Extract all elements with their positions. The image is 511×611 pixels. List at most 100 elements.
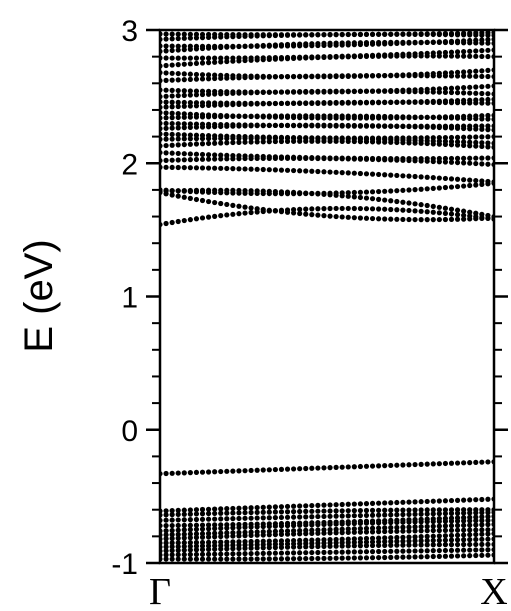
band-point — [369, 507, 376, 513]
band-point — [485, 514, 491, 520]
band-point — [321, 42, 327, 48]
band-point — [254, 122, 260, 128]
band-point — [430, 523, 436, 529]
band-point — [254, 556, 260, 562]
band-point — [473, 459, 479, 465]
band-point — [321, 135, 327, 141]
band-point — [454, 69, 461, 75]
band-point — [327, 502, 333, 508]
band-point — [284, 550, 291, 556]
band-point — [187, 132, 193, 138]
band-point — [163, 164, 169, 170]
band-point — [205, 189, 212, 195]
band-point — [224, 100, 230, 106]
band-point — [394, 534, 400, 541]
band-point — [479, 531, 485, 537]
band-point — [442, 205, 449, 211]
band-point — [236, 43, 242, 49]
band-point — [303, 190, 309, 197]
band-point — [303, 503, 309, 509]
band-point — [175, 31, 181, 37]
band-point — [412, 40, 418, 46]
band-point — [242, 210, 248, 216]
band-point — [181, 103, 187, 109]
band-point — [418, 554, 424, 560]
band-point — [473, 84, 479, 90]
band-point — [278, 531, 285, 537]
band-point — [297, 206, 303, 212]
band-point — [187, 511, 193, 517]
band-point — [339, 501, 345, 508]
band-point — [212, 165, 218, 171]
band-point — [248, 190, 254, 196]
band-point — [454, 113, 461, 120]
band-point — [454, 134, 461, 140]
band-point — [224, 551, 230, 557]
band-point — [230, 122, 236, 128]
band-point — [424, 71, 430, 77]
band-point — [448, 527, 455, 533]
band-point — [175, 114, 181, 121]
band-point — [218, 72, 224, 78]
band-point — [199, 543, 206, 549]
band-point — [351, 205, 357, 212]
band-point — [388, 188, 394, 194]
band-point — [284, 556, 291, 562]
band-point — [303, 89, 309, 95]
band-point — [400, 511, 406, 518]
band-point — [169, 99, 175, 105]
band-point — [297, 514, 303, 520]
band-point — [236, 55, 242, 61]
band-point — [169, 532, 175, 538]
band-point — [442, 216, 449, 223]
band-point — [163, 552, 169, 558]
band-point — [212, 55, 218, 61]
band-point — [181, 121, 187, 127]
band-point — [248, 205, 254, 211]
band-point — [345, 529, 351, 536]
band-point — [345, 464, 351, 470]
band-point — [430, 185, 436, 192]
band-point — [266, 134, 272, 140]
band-point — [394, 542, 400, 548]
band-point — [278, 509, 285, 515]
band-point — [175, 132, 181, 138]
band-point — [485, 47, 491, 53]
band-point — [412, 99, 418, 105]
band-point — [327, 155, 333, 161]
band-point — [339, 123, 345, 129]
band-point — [436, 542, 442, 548]
band-point — [333, 508, 339, 514]
band-point — [218, 100, 224, 106]
band-point — [351, 508, 357, 514]
band-point — [485, 541, 491, 547]
band-point — [291, 54, 297, 60]
band-point — [473, 541, 479, 548]
band-point — [382, 41, 388, 47]
band-point — [485, 91, 491, 97]
band-point — [376, 525, 382, 531]
band-point — [169, 219, 175, 226]
band-point — [424, 498, 430, 505]
band-point — [224, 43, 230, 49]
band-point — [424, 542, 430, 548]
band-point — [303, 168, 309, 174]
band-point — [315, 32, 321, 38]
band-point — [272, 556, 278, 562]
band-point — [479, 143, 485, 150]
band-point — [454, 460, 461, 466]
band-point — [442, 134, 449, 141]
band-point — [369, 41, 376, 47]
y-axis-tick-labels: 3 2 1 0 -1 — [111, 15, 138, 581]
band-point — [254, 467, 260, 473]
band-point — [199, 132, 206, 139]
band-point — [175, 507, 181, 513]
band-point — [436, 533, 442, 539]
band-point — [199, 531, 206, 537]
band-point — [242, 505, 248, 511]
band-point — [327, 89, 333, 95]
band-point — [369, 215, 376, 222]
band-point — [357, 100, 363, 106]
band-point — [351, 189, 357, 196]
band-point — [297, 531, 303, 537]
